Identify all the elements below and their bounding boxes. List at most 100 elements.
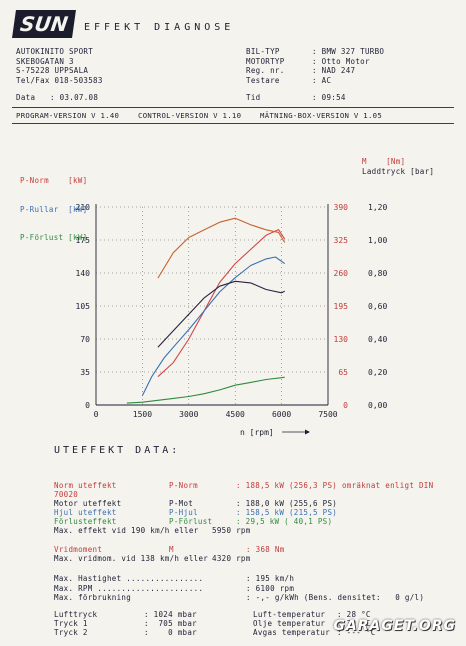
- y-left-tick-label: 35: [80, 368, 90, 377]
- y-mid-tick-label: 390: [334, 203, 349, 212]
- vrid-row-cell: Max. vridmom. vid 138 km/h eller: [54, 554, 209, 563]
- vehicle-label: Testare: [246, 75, 280, 85]
- vehicle-label: Reg. nr.: [246, 66, 285, 75]
- env-row-cell: : 28 °C: [337, 610, 371, 619]
- legend-torque: M [Nm]: [362, 157, 406, 166]
- max-row: Max. Hastighet ................ : 195 km/…: [54, 574, 424, 584]
- x-axis-label: n [rpm]: [240, 428, 274, 437]
- legend-left: P-Norm [kW] P-Rullar [kW] P-Förlust [kW]: [20, 157, 87, 252]
- uteffekt-row: Hjul uteffekt P-Hjul: 158,5 kW (215,5 PS): [54, 508, 433, 517]
- uteffekt-row-cell: : 29,5 kW ( 40,1 PS): [236, 517, 333, 526]
- env-row-cell: Tryck 2: [54, 628, 88, 637]
- divider: [12, 123, 454, 124]
- max-row-cell: Max. RPM ......................: [54, 583, 204, 593]
- y-left-tick-label: 175: [76, 236, 91, 245]
- uteffekt-row-cell: Förlusteffekt: [54, 517, 117, 526]
- env-row-cell: Olje temperatur: [253, 619, 326, 628]
- divider: [12, 107, 454, 108]
- x-tick-label: 4500: [226, 410, 245, 419]
- env-right-rows: Luft-temperatur : 28 °C Olje temperatur : 3…: [253, 610, 376, 637]
- uteffekt-row-cell: Motor uteffekt: [54, 499, 122, 508]
- y-right-tick-label: 0,60: [368, 302, 387, 311]
- uteffekt-row: Max. effekt vid 190 km/h eller 5950 rpm: [54, 526, 433, 535]
- y-mid-tick-label: 0: [343, 401, 348, 410]
- shop-line: SKEBOGATAN 3: [16, 56, 74, 66]
- y-left-tick-label: 140: [76, 269, 91, 278]
- vehicle-label: BIL-TYP: [246, 47, 280, 56]
- env-row: Lufttryck : 1024 mbar: [54, 610, 197, 619]
- env-row-cell: : 30 °C: [337, 619, 371, 628]
- time-label: Tid: [246, 93, 261, 102]
- x-tick-label: 0: [94, 410, 99, 419]
- vrid-row-cell: 4320 rpm: [212, 554, 251, 563]
- vehicle-value: : Otto Motor: [312, 56, 370, 66]
- vehicle-value: : AC: [312, 75, 332, 85]
- y-right-tick-label: 1,00: [368, 236, 387, 245]
- max-row-cell: : 6100 rpm: [246, 583, 295, 593]
- vehicle-value: : NAD 247: [312, 66, 356, 75]
- env-left: Lufttryck : 1024 mbar Tryck 1: 705 mbar Try…: [54, 592, 197, 646]
- vehicle-values: : BMW 327 TURBO : Otto Motor : NAD 247 :…: [312, 47, 384, 85]
- legend-p-rullar: P-Rullar [kW]: [20, 204, 88, 214]
- max-row-cell: Max. Hastighet ................: [54, 574, 204, 583]
- vehicle-label: MOTORTYP: [246, 56, 285, 66]
- x-tick-label: 1500: [133, 410, 152, 419]
- uteffekt-row-cell: 5950 rpm: [212, 526, 251, 535]
- vrid-row-cell: M: [169, 545, 174, 554]
- series-laddtryck: [157, 280, 285, 348]
- shop-line: Tel/Fax 018-503583: [16, 75, 103, 85]
- uteffekt-rows: Norm uteffekt P-Norm: 188,5 kW (256,3 PS)…: [54, 481, 433, 535]
- y-mid-tick-label: 65: [338, 368, 348, 377]
- uteffekt-row: Förlusteffekt P-Förlust : 29,5 kW ( 40,1 P…: [54, 517, 433, 526]
- uteffekt-title: UTEFFEKT DATA:: [54, 445, 181, 456]
- series-p-f-rlust: [126, 376, 285, 404]
- max-table: Max. Hastighet ................ : 195 km/…: [54, 555, 424, 612]
- uteffekt-row: 70020: [54, 490, 433, 499]
- vrid-row: Vridmoment M: 368 Nm: [54, 545, 285, 554]
- legend-boost: Laddtryck [bar]: [362, 167, 435, 176]
- max-rows: Max. Hastighet ................ : 195 km/…: [54, 574, 424, 603]
- max-row-cell: Max. förbrukning: [54, 593, 132, 602]
- env-row: Tryck 1: 705 mbar: [54, 619, 197, 628]
- env-row-cell: Luft-temperatur: [253, 610, 326, 619]
- chart-grid: [95, 204, 329, 406]
- y-mid-tick-label: 325: [334, 236, 349, 245]
- legend-p-forlust: P-Förlust [kW]: [20, 233, 88, 242]
- vrid-rows: Vridmoment M: 368 Nm Max. vridmom. vid 138…: [54, 545, 285, 563]
- y-left-tick-label: 210: [76, 203, 91, 212]
- env-row-cell: : --- °C: [337, 628, 376, 637]
- vehicle-labels: BIL-TYP MOTORTYP Reg. nr. Testare: [246, 47, 285, 85]
- vrid-row: Max. vridmom. vid 138 km/h eller 4320 rpm: [54, 554, 285, 563]
- max-row: Max. förbrukning : -,- g/kWh (Bens. densi…: [54, 593, 424, 603]
- legend-p-norm: P-Norm [kW]: [20, 176, 88, 185]
- max-row-cell: : -,- g/kWh (Bens. densitet: 0 g/l): [246, 593, 425, 602]
- y-mid-tick-label: 195: [334, 302, 349, 311]
- max-row: Max. RPM ...................... : 6100 rp…: [54, 584, 424, 594]
- y-left-tick-label: 0: [85, 401, 90, 410]
- series-p-rullar: [141, 256, 286, 396]
- max-row-cell: : 195 km/h: [246, 574, 295, 583]
- env-row-cell: : 1024 mbar: [144, 610, 197, 619]
- y-mid-tick-label: 130: [334, 335, 349, 344]
- env-row: Avgas temperatur: --- °C: [253, 628, 376, 637]
- vrid-row-cell: : 368 Nm: [246, 545, 285, 554]
- version-line: PROGRAM-VERSION V 1.40 CONTROL-VERSION V…: [16, 111, 383, 120]
- env-row: Luft-temperatur : 28 °C: [253, 610, 376, 619]
- uteffekt-row-cell: : 188,0 kW (255,6 PS): [236, 499, 338, 508]
- uteffekt-row-cell: Norm uteffekt: [54, 481, 117, 490]
- shop-line: AUTOKINITO SPORT: [16, 47, 94, 56]
- uteffekt-row-cell: Max. effekt vid 190 km/h eller: [54, 526, 199, 535]
- x-tick-label: 7500: [318, 410, 337, 419]
- uteffekt-row-cell: P-Förlust: [169, 517, 213, 526]
- y-left-tick-label: 70: [80, 335, 90, 344]
- y-left-tick-label: 105: [76, 302, 91, 311]
- x-tick-label: 6000: [272, 410, 291, 419]
- env-right: Luft-temperatur : 28 °C Olje temperatur : 3…: [253, 592, 376, 646]
- env-row: Olje temperatur : 30 °C: [253, 619, 376, 628]
- date-value: : 03.07.08: [50, 93, 99, 102]
- uteffekt-row: Motor uteffekt P-Mot : 188,0 kW (255,6 PS): [54, 499, 433, 508]
- uteffekt-row-cell: P-Mot: [169, 499, 194, 508]
- env-row-cell: : 705 mbar: [144, 619, 197, 628]
- env-row-cell: Lufttryck: [54, 610, 98, 619]
